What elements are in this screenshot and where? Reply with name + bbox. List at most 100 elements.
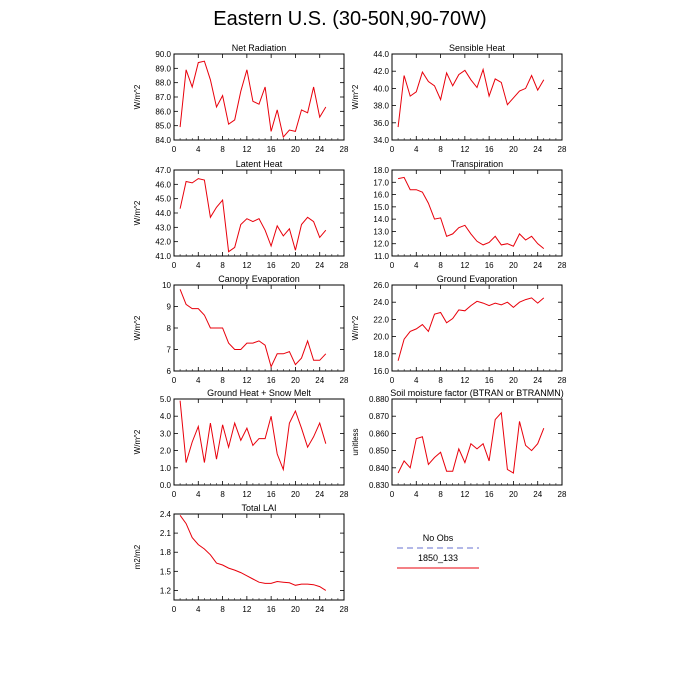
panel-2-ylabel: W/m^2 [351,84,360,109]
panel-8-xtick-label: 12 [460,490,469,499]
panel-4-series-line [398,176,545,249]
panel-5-xtick-label: 20 [291,376,300,385]
panel-1-xtick-label: 4 [196,145,201,154]
panel-6-xtick-label: 16 [485,376,494,385]
panel-4-ytick-label: 18.0 [373,166,389,175]
panel-8-title: Soil moisture factor (BTRAN or BTRANMN) [390,388,564,398]
panel-9-xtick-label: 12 [242,605,251,614]
panel-7-ytick-label: 2.0 [160,447,172,456]
panel-7-ytick-label: 3.0 [160,429,172,438]
panel-9-ylabel: m2/m2 [133,544,142,569]
panel-9-xtick-label: 0 [172,605,177,614]
panel-6-xtick-label: 0 [390,376,395,385]
panel-6-xtick-label: 12 [460,376,469,385]
panel-9-ytick-label: 2.4 [160,510,172,519]
panel-3-xtick-label: 16 [267,261,276,270]
panel-7-ytick-label: 1.0 [160,464,172,473]
panel-4-xtick-label: 0 [390,261,395,270]
panel-8-xtick-label: 28 [558,490,567,499]
panel-6-xtick-label: 8 [438,376,443,385]
panel-3-ytick-label: 42.0 [155,238,171,247]
panel-6-ytick-label: 26.0 [373,281,389,290]
panel-4-xtick-label: 4 [414,261,419,270]
panel-8-ytick-label: 0.870 [369,412,390,421]
panel-8-xtick-label: 16 [485,490,494,499]
panel-2-frame [391,53,563,141]
panel-9-xtick-label: 4 [196,605,201,614]
panel-4-xtick-label: 12 [460,261,469,270]
panel-7-xtick-label: 12 [242,490,251,499]
panel-7-ytick-label: 0.0 [160,481,172,490]
panel-1-ylabel: W/m^2 [133,84,142,109]
panel-3-ytick-label: 43.0 [155,223,171,232]
panel-6-title: Ground Evaporation [437,274,518,284]
panel-4-ytick-label: 17.0 [373,178,389,187]
panel-1-series-line [179,60,327,139]
panel-4-xtick-label: 24 [533,261,542,270]
panel-7-xtick-label: 24 [315,490,324,499]
page-title: Eastern U.S. (30-50N,90-70W) [213,8,487,30]
panel-9-ytick-label: 1.8 [160,548,172,557]
panel-7-xtick-label: 4 [196,490,201,499]
panel-1-xtick-label: 24 [315,145,324,154]
panel-6-ytick-label: 18.0 [373,350,389,359]
panel-1-ytick-label: 87.0 [155,93,171,102]
panel-3-xtick-label: 20 [291,261,300,270]
panel-4-xtick-label: 28 [558,261,567,270]
panel-7-ylabel: W/m^2 [133,429,142,454]
panel-5-xtick-label: 28 [340,376,349,385]
panel-3-xtick-label: 4 [196,261,201,270]
panel-5-xtick-label: 4 [196,376,201,385]
panel-6-xtick-label: 24 [533,376,542,385]
panel-8-ytick-label: 0.840 [369,464,390,473]
panel-8-ytick-label: 0.860 [369,429,390,438]
panel-9-frame [173,513,345,601]
panel-7-xtick-label: 0 [172,490,177,499]
panel-1-ytick-label: 89.0 [155,64,171,73]
panel-1-ytick-label: 90.0 [155,50,171,59]
panel-2-ytick-label: 44.0 [373,50,389,59]
panel-7-xtick-label: 20 [291,490,300,499]
panel-2-ytick-label: 38.0 [373,102,389,111]
panel-3-ytick-label: 44.0 [155,209,171,218]
panel-3-series-line [179,178,327,253]
panel-3-ytick-label: 45.0 [155,195,171,204]
panel-3-title: Latent Heat [236,159,283,169]
panel-9-ytick-label: 1.5 [160,567,172,576]
panel-9-ytick-label: 1.2 [160,586,172,595]
panel-8-xtick-label: 20 [509,490,518,499]
panel-4-ytick-label: 13.0 [373,227,389,236]
panel-3-xtick-label: 12 [242,261,251,270]
panel-1-ytick-label: 85.0 [155,122,171,131]
panel-2-ytick-label: 40.0 [373,84,389,93]
panel-1-ytick-label: 84.0 [155,136,171,145]
panel-2-ytick-label: 34.0 [373,136,389,145]
legend-label-1850-133: 1850_133 [418,553,458,563]
panel-4-xtick-label: 20 [509,261,518,270]
panel-8-xtick-label: 4 [414,490,419,499]
panel-5-xtick-label: 24 [315,376,324,385]
panel-5-title: Canopy Evaporation [218,274,300,284]
panel-5-ytick-label: 10 [162,281,171,290]
panel-9-xtick-label: 28 [340,605,349,614]
panel-7-ytick-label: 5.0 [160,395,172,404]
panel-2-ytick-label: 42.0 [373,67,389,76]
panel-5-frame [173,284,345,372]
panel-6-ylabel: W/m^2 [351,315,360,340]
panel-9-ytick-label: 2.1 [160,529,172,538]
panel-7-title: Ground Heat + Snow Melt [207,388,311,398]
panel-4-xtick-label: 8 [438,261,443,270]
panel-1-title: Net Radiation [232,43,287,53]
panel-4-title: Transpiration [451,159,503,169]
panel-9-xtick-label: 16 [267,605,276,614]
panel-4-frame [391,169,563,257]
panel-5-xtick-label: 12 [242,376,251,385]
panel-3-ytick-label: 46.0 [155,180,171,189]
panel-4-xtick-label: 16 [485,261,494,270]
panel-8-ylabel: unitless [351,428,360,455]
panel-2-xtick-label: 20 [509,145,518,154]
panel-9-series-line [179,515,327,591]
panel-3-xtick-label: 8 [220,261,225,270]
panel-5-xtick-label: 0 [172,376,177,385]
panel-3-ytick-label: 41.0 [155,252,171,261]
